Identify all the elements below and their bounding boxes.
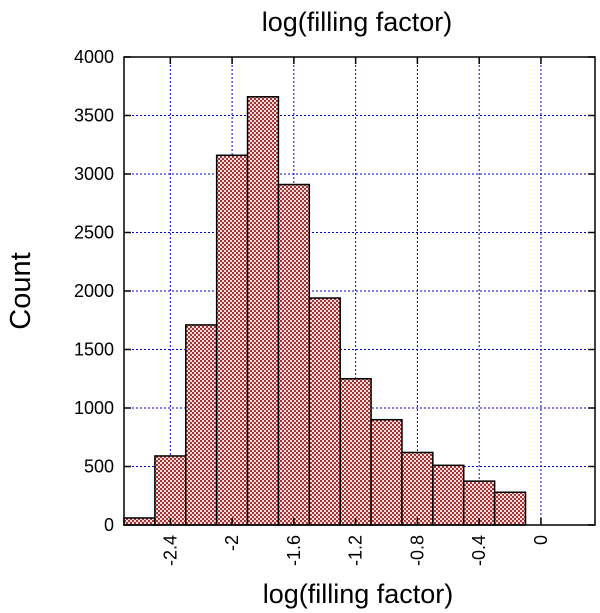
y-tick-label: 1500: [74, 340, 114, 360]
histogram-bar: [185, 324, 218, 526]
y-tick-label: 2500: [74, 223, 114, 243]
histogram-bar: [123, 517, 156, 526]
histogram-bar: [215, 154, 249, 526]
histogram-bar: [401, 451, 434, 526]
x-tick-label: -1.2: [346, 535, 366, 566]
x-tick-label: -1.6: [284, 535, 304, 566]
x-tick-label: -0.4: [469, 535, 489, 566]
histogram-bar: [308, 297, 341, 526]
x-tick-label: -2: [222, 535, 242, 551]
y-tick-label: 3000: [74, 164, 114, 184]
histogram-bar: [246, 96, 280, 526]
y-axis-label: Count: [5, 252, 37, 329]
x-axis-label: log(filling factor): [263, 579, 454, 609]
x-axis-ticks: -2.4 -2 -1.6 -1.2 -0.8 -0.4 0: [160, 57, 551, 566]
histogram-bar: [339, 378, 372, 526]
y-tick-label: 4000: [74, 47, 114, 67]
histogram-bar: [370, 418, 403, 526]
bars: [123, 96, 527, 526]
histogram-bar: [277, 183, 311, 526]
chart-title: log(filling factor): [262, 7, 453, 37]
x-tick-label: -0.8: [407, 535, 427, 566]
histogram-bar: [493, 491, 527, 526]
y-tick-label: 0: [104, 515, 114, 535]
x-tick-label: -2.4: [160, 535, 180, 566]
histogram-bar: [154, 455, 187, 526]
y-tick-label: 2000: [74, 281, 114, 301]
histogram-bar: [432, 464, 465, 526]
x-tick-label: 0: [531, 535, 551, 545]
y-tick-label: 3500: [74, 106, 114, 126]
y-tick-label: 1000: [74, 398, 114, 418]
y-tick-label: 500: [84, 457, 114, 477]
y-axis-ticks: 0 500 1000 1500 2000 2500 3000 3500 4000: [74, 47, 595, 535]
